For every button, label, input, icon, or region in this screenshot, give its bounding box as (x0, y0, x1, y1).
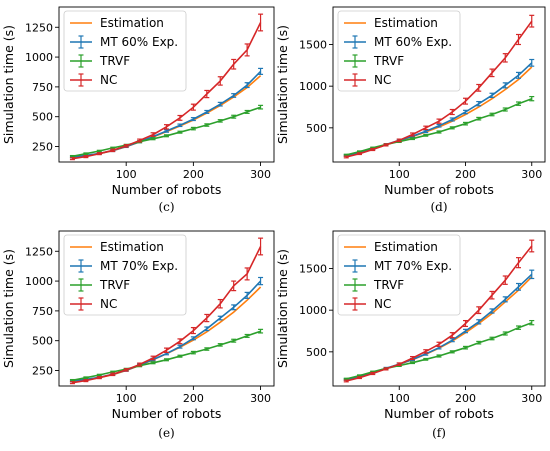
panel-caption: (e) (158, 426, 174, 440)
y-axis-label: Simulation time (s) (275, 249, 290, 368)
legend-box (337, 10, 461, 92)
y-tick-label: 250 (32, 141, 53, 154)
legend-label: NC (100, 297, 117, 311)
series-trvf (343, 319, 535, 381)
y-tick-label: 500 (32, 335, 53, 348)
y-axis-label: Simulation time (s) (275, 25, 290, 144)
panel-caption: (d) (430, 200, 447, 214)
y-tick-label: 1500 (299, 263, 327, 276)
legend-box (63, 10, 187, 92)
legend: Estimation MT 70% Exp. TRVF NC (337, 234, 461, 316)
legend-label: MT 70% Exp. (374, 259, 452, 273)
legend-label: NC (374, 73, 391, 87)
legend-box (63, 234, 187, 316)
series-nc (343, 14, 535, 159)
y-tick-label: 1500 (299, 39, 327, 52)
x-tick-label: 100 (389, 168, 410, 181)
series-nc (69, 237, 264, 385)
chart-panel-c: 100 200 300 250 500 750 1000 1250 Number of robo… (1, 6, 275, 214)
y-tick-label: 750 (32, 81, 53, 94)
series-nc (69, 13, 264, 161)
legend-label: TRVF (99, 54, 130, 68)
y-tick-label: 500 (306, 122, 327, 135)
y-tick-label: 1000 (25, 275, 53, 288)
series-trvf (69, 104, 264, 158)
chart-panel-e: 100 200 300 250 500 750 1000 1250 Number of robo… (1, 230, 275, 440)
panel-caption: (f) (432, 426, 446, 440)
plot-frame (58, 230, 275, 387)
legend-label: Estimation (100, 240, 164, 254)
panel-caption: (c) (158, 200, 174, 214)
y-tick-label: 1000 (299, 80, 327, 93)
legend-label: TRVF (99, 278, 130, 292)
legend-label: MT 60% Exp. (100, 35, 178, 49)
y-tick-label: 750 (32, 305, 53, 318)
legend-label: Estimation (374, 240, 438, 254)
x-axis-label: Number of robots (112, 182, 222, 197)
x-tick-label: 300 (250, 168, 271, 181)
y-axis-label: Simulation time (s) (1, 25, 16, 144)
x-tick-label: 300 (521, 392, 542, 405)
x-axis-label: Number of robots (112, 406, 222, 421)
series-nc (343, 239, 535, 383)
chart-panel-d: 100 200 300 500 1000 1500 Number of robots Simu… (275, 6, 546, 214)
y-tick-label: 250 (32, 365, 53, 378)
legend: Estimation MT 60% Exp. TRVF NC (337, 10, 461, 92)
legend-label: TRVF (373, 278, 404, 292)
x-tick-label: 100 (389, 392, 410, 405)
x-tick-label: 200 (455, 168, 476, 181)
legend-label: MT 60% Exp. (374, 35, 452, 49)
x-tick-label: 200 (183, 392, 204, 405)
legend-label: TRVF (373, 54, 404, 68)
x-tick-label: 100 (116, 392, 137, 405)
legend-label: MT 70% Exp. (100, 259, 178, 273)
legend: Estimation MT 70% Exp. TRVF NC (63, 234, 187, 316)
series-line (72, 330, 261, 382)
chart-panel-f: 100 200 300 500 1000 1500 Number of robots Simu… (275, 230, 546, 440)
x-tick-label: 200 (183, 168, 204, 181)
y-tick-label: 1000 (299, 304, 327, 317)
y-tick-label: 1000 (25, 51, 53, 64)
y-axis-label: Simulation time (s) (1, 249, 16, 368)
x-axis-label: Number of robots (384, 406, 494, 421)
x-tick-label: 200 (455, 392, 476, 405)
series-trvf (343, 95, 535, 157)
legend-label: Estimation (100, 16, 164, 30)
x-tick-label: 300 (521, 168, 542, 181)
y-tick-label: 1250 (25, 21, 53, 34)
x-tick-label: 300 (250, 392, 271, 405)
legend-label: Estimation (374, 16, 438, 30)
y-tick-label: 500 (306, 346, 327, 359)
legend-label: NC (100, 73, 117, 87)
legend-label: NC (374, 297, 391, 311)
x-tick-label: 100 (116, 168, 137, 181)
legend: Estimation MT 60% Exp. TRVF NC (63, 10, 187, 92)
plot-frame (58, 6, 275, 163)
y-tick-label: 500 (32, 111, 53, 124)
y-tick-label: 1250 (25, 245, 53, 258)
series-line (346, 321, 533, 380)
plot-frame (332, 230, 546, 387)
x-axis-label: Number of robots (384, 182, 494, 197)
legend-box (337, 234, 461, 316)
plot-frame (332, 6, 546, 163)
